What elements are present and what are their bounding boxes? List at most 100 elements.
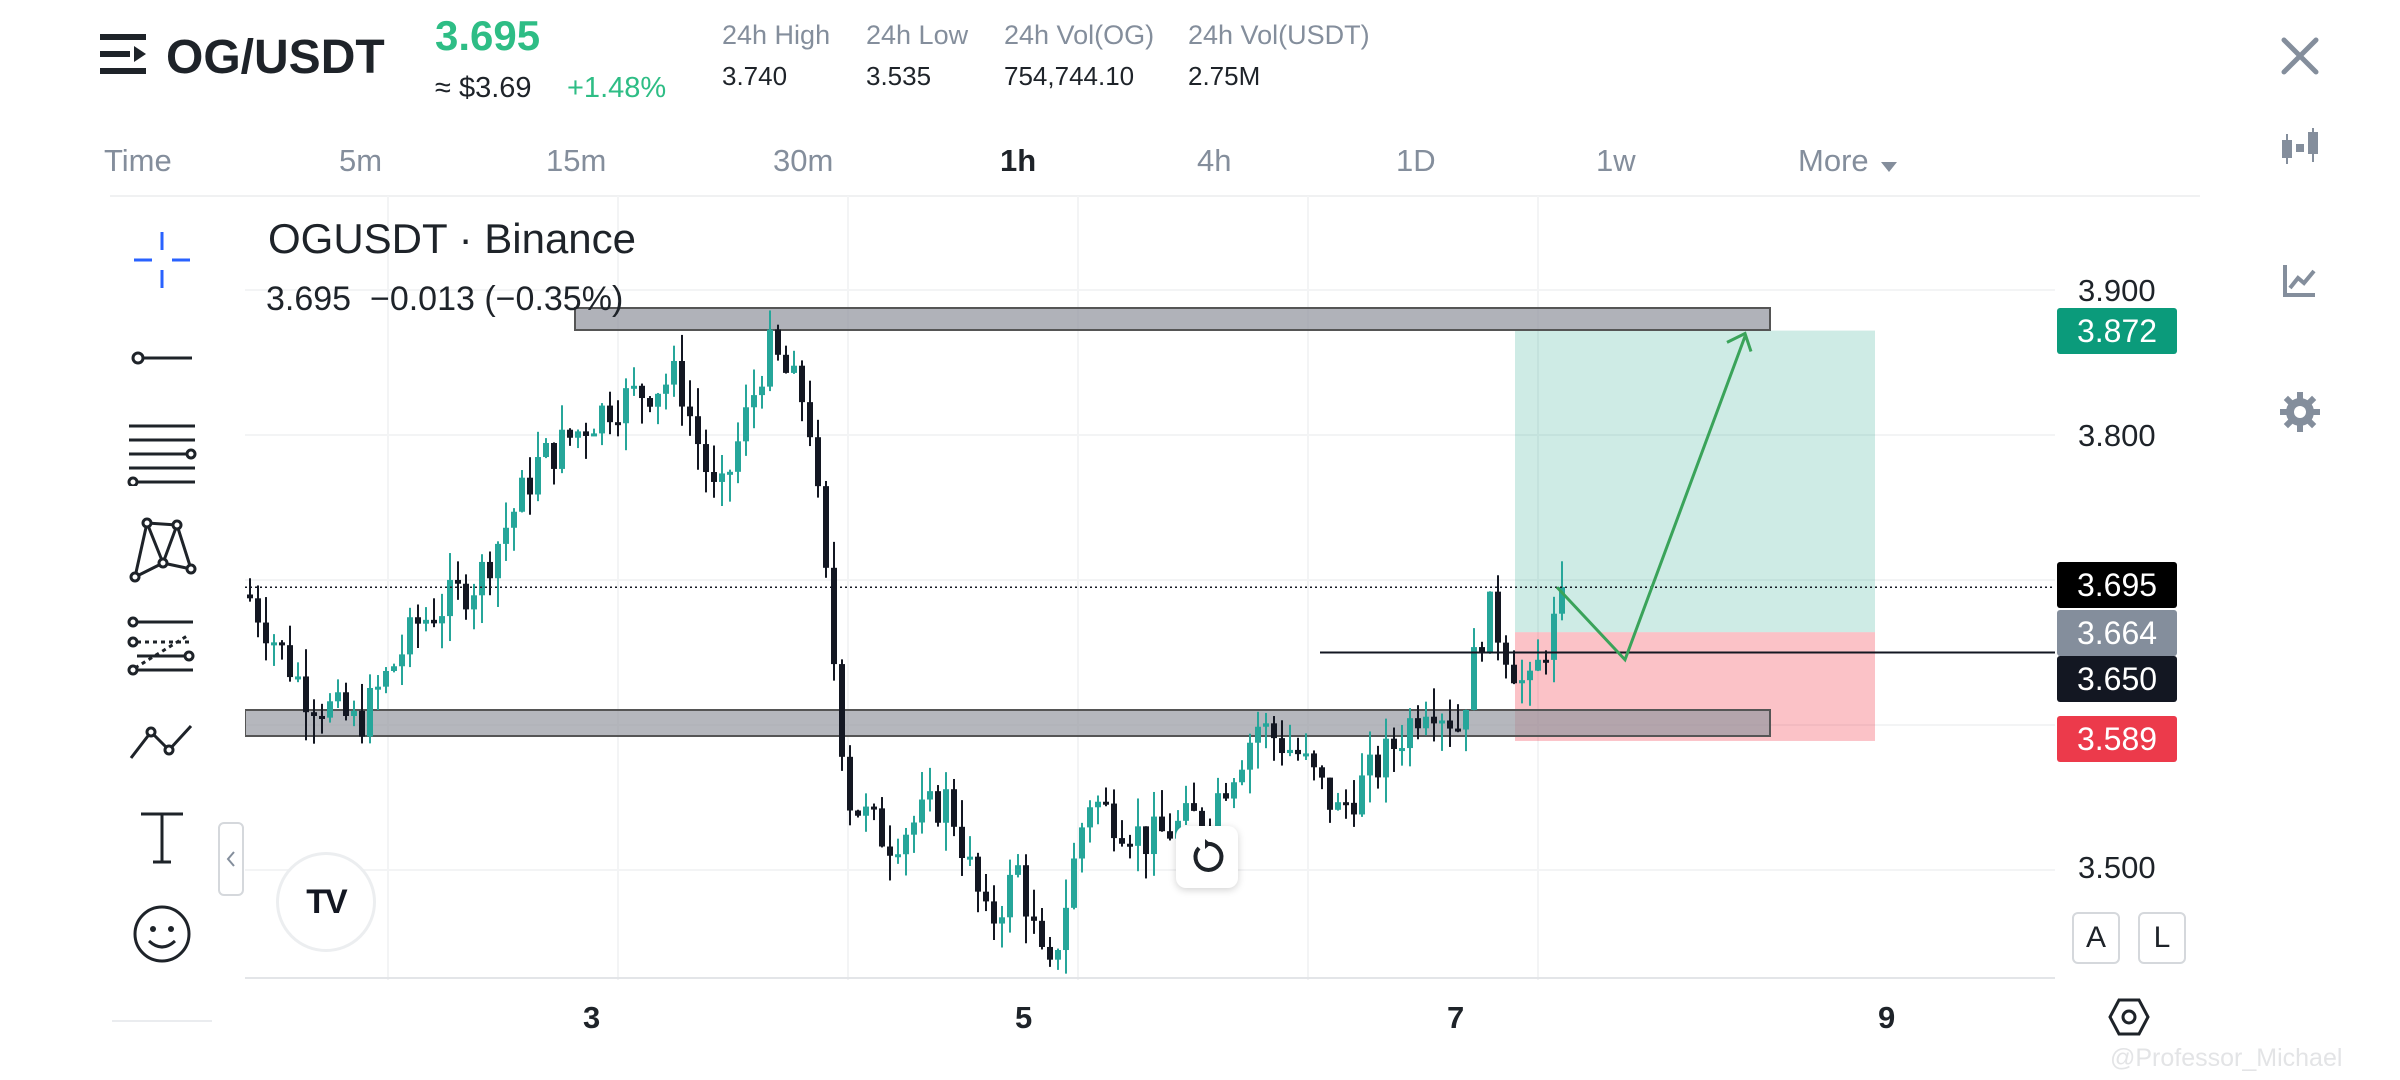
candle-body bbox=[1015, 865, 1021, 875]
candle-body bbox=[1559, 587, 1565, 614]
candle-body bbox=[639, 385, 645, 399]
tab-30m[interactable]: 30m bbox=[773, 143, 834, 178]
candle-body bbox=[1287, 749, 1293, 754]
candle-body bbox=[903, 834, 909, 855]
candle-body bbox=[1319, 767, 1325, 778]
candle-body bbox=[695, 416, 701, 445]
candle-body bbox=[1343, 802, 1349, 806]
tabs-divider bbox=[110, 195, 2200, 197]
collapse-toolbar-handle[interactable] bbox=[218, 822, 244, 896]
candles-icon[interactable] bbox=[2278, 126, 2322, 170]
stat-value: 3.740 bbox=[722, 61, 788, 91]
tab-5m[interactable]: 5m bbox=[339, 143, 383, 178]
more-dropdown[interactable]: More bbox=[1798, 143, 1899, 179]
path-icon[interactable] bbox=[122, 702, 202, 782]
hexagon-settings-icon[interactable] bbox=[2108, 996, 2150, 1038]
candle-body bbox=[487, 561, 493, 579]
candle-body bbox=[935, 791, 941, 823]
candle-body bbox=[799, 365, 805, 403]
tab-4h[interactable]: 4h bbox=[1197, 143, 1232, 178]
candle-body bbox=[711, 472, 717, 482]
candle-body bbox=[1447, 720, 1453, 729]
candle-body bbox=[999, 917, 1005, 924]
chart-area[interactable] bbox=[244, 196, 2200, 980]
close-icon[interactable] bbox=[2280, 36, 2320, 76]
candle-body bbox=[551, 442, 557, 469]
menu-icon[interactable] bbox=[98, 32, 148, 76]
price-tag-crosshair: 3.650 bbox=[2057, 656, 2177, 702]
candle-body bbox=[1023, 865, 1029, 917]
candle-body bbox=[1087, 807, 1093, 828]
candle-body bbox=[375, 686, 381, 690]
candle-body bbox=[1519, 680, 1525, 684]
candle-body bbox=[991, 901, 997, 924]
trendline-icon[interactable] bbox=[122, 318, 202, 398]
candle-body bbox=[1295, 749, 1301, 755]
candle-body bbox=[1079, 827, 1085, 859]
log-scale-button[interactable]: L bbox=[2138, 912, 2186, 964]
candle-body bbox=[1471, 647, 1477, 710]
candle-body bbox=[335, 692, 341, 702]
candle-body bbox=[623, 388, 629, 424]
candle-body bbox=[351, 710, 357, 716]
stat-vol-base: 24h Vol(OG) 754,744.10 bbox=[1004, 20, 1154, 92]
candle-body bbox=[535, 457, 541, 495]
x-axis-label: 5 bbox=[1015, 1000, 1033, 1035]
reset-chart-button[interactable] bbox=[1176, 826, 1238, 888]
projection-icon[interactable] bbox=[122, 606, 202, 686]
candle-body bbox=[983, 891, 989, 902]
tab-1h[interactable]: 1h bbox=[1000, 143, 1037, 178]
candle-body bbox=[1263, 723, 1269, 727]
price-chart[interactable] bbox=[244, 196, 2200, 980]
pair-title[interactable]: OG/USDT bbox=[166, 31, 385, 84]
stat-label: 24h High bbox=[722, 20, 831, 50]
projection-path bbox=[1555, 335, 1747, 663]
candle-body bbox=[1039, 920, 1045, 947]
chevron-down-icon bbox=[1881, 161, 1898, 172]
stat-high: 24h High 3.740 bbox=[722, 20, 830, 92]
candle-body bbox=[415, 617, 421, 624]
candle-body bbox=[671, 360, 677, 385]
candle-body bbox=[863, 806, 869, 816]
candle-body bbox=[1239, 769, 1245, 783]
candle-body bbox=[759, 386, 765, 396]
candle-body bbox=[751, 395, 757, 408]
candle-body bbox=[407, 617, 413, 655]
crosshair-icon[interactable] bbox=[122, 220, 202, 300]
fib-icon[interactable] bbox=[122, 414, 202, 494]
tab-1d[interactable]: 1D bbox=[1396, 143, 1436, 178]
pattern-icon[interactable] bbox=[122, 510, 202, 590]
candle-body bbox=[895, 854, 901, 858]
tab-time[interactable]: Time bbox=[104, 143, 172, 178]
candle-body bbox=[1215, 793, 1221, 828]
candle-body bbox=[423, 619, 429, 624]
tab-15m[interactable]: 15m bbox=[546, 143, 607, 178]
candle-body bbox=[1103, 801, 1109, 805]
chart-line-icon[interactable] bbox=[2282, 262, 2318, 298]
tradingview-logo[interactable]: TV bbox=[276, 852, 376, 952]
tab-1w[interactable]: 1w bbox=[1596, 143, 1636, 178]
candle-body bbox=[1055, 950, 1061, 960]
candle-body bbox=[767, 329, 773, 387]
candle-body bbox=[1527, 670, 1533, 681]
candle-body bbox=[447, 579, 453, 617]
logo-text: TV bbox=[306, 882, 347, 921]
candle-body bbox=[599, 405, 605, 434]
candle-body bbox=[1151, 816, 1157, 855]
candle-body bbox=[879, 808, 885, 847]
text-icon[interactable] bbox=[122, 798, 202, 878]
candle-body bbox=[663, 384, 669, 394]
candle-body bbox=[327, 701, 333, 718]
candle-body bbox=[559, 429, 565, 469]
candle-body bbox=[687, 406, 693, 417]
candle-body bbox=[311, 712, 317, 716]
emoji-icon[interactable] bbox=[122, 894, 202, 974]
candle-body bbox=[367, 687, 373, 737]
candle-body bbox=[815, 437, 821, 487]
settings-icon[interactable] bbox=[2278, 390, 2322, 434]
candle-body bbox=[1503, 642, 1509, 665]
x-axis-label: 3 bbox=[583, 1000, 601, 1035]
candle-body bbox=[519, 477, 525, 512]
auto-scale-button[interactable]: A bbox=[2072, 912, 2120, 964]
candle-body bbox=[1279, 738, 1285, 754]
